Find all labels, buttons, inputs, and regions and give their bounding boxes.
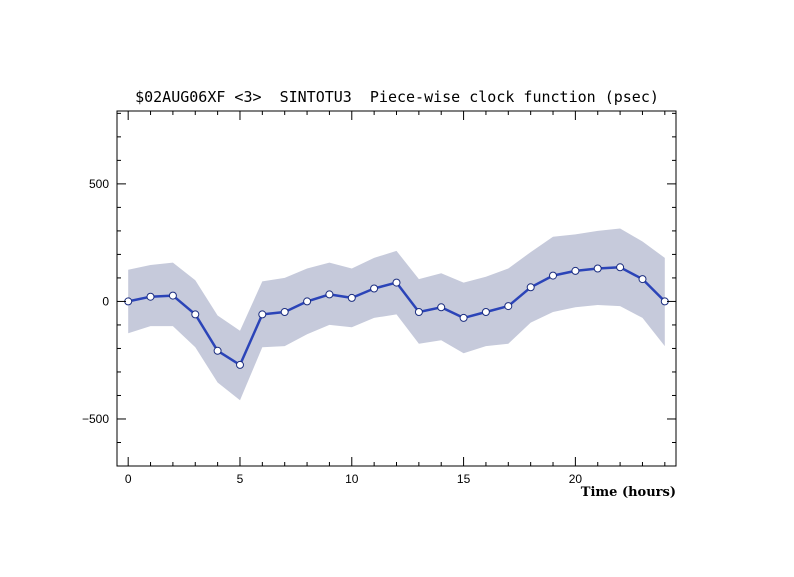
axis-ticks <box>117 111 676 466</box>
y-tick-label: 500 <box>89 177 109 191</box>
x-tick-label: 10 <box>345 472 359 486</box>
data-point <box>303 297 312 306</box>
axis-tick-labels: 0 5 10 15 20 −500 0 500 <box>82 177 582 486</box>
data-point <box>370 284 379 293</box>
data-point <box>191 310 200 319</box>
data-point <box>414 308 423 316</box>
data-point <box>258 310 267 319</box>
x-tick-label: 15 <box>457 472 471 486</box>
y-tick-label: −500 <box>82 412 109 426</box>
data-point <box>168 291 177 300</box>
data-point <box>325 290 334 299</box>
data-point <box>280 308 289 316</box>
data-point <box>459 313 468 322</box>
data-point <box>593 264 602 273</box>
x-axis-label: Time (hours) <box>581 485 676 500</box>
uncertainty-band <box>128 228 665 401</box>
data-point <box>146 292 155 301</box>
uncertainty-band-layer <box>128 228 665 401</box>
data-point <box>571 266 580 275</box>
x-tick-label: 0 <box>125 472 132 486</box>
data-point <box>437 303 446 312</box>
data-point <box>347 293 356 302</box>
data-point <box>549 271 557 280</box>
data-point <box>481 308 490 316</box>
data-point <box>638 275 647 284</box>
data-point-layer <box>124 263 669 369</box>
data-point <box>213 346 222 355</box>
data-point <box>392 278 401 287</box>
data-point <box>504 302 513 311</box>
x-tick-label: 20 <box>569 472 583 486</box>
y-tick-label: 0 <box>102 294 109 308</box>
data-point <box>236 360 244 369</box>
data-point <box>616 263 625 272</box>
data-point <box>526 283 535 292</box>
chart-title: $02AUG06XF <3> SINTOTU3 Piece-wise clock… <box>135 88 659 106</box>
x-tick-label: 5 <box>237 472 244 486</box>
